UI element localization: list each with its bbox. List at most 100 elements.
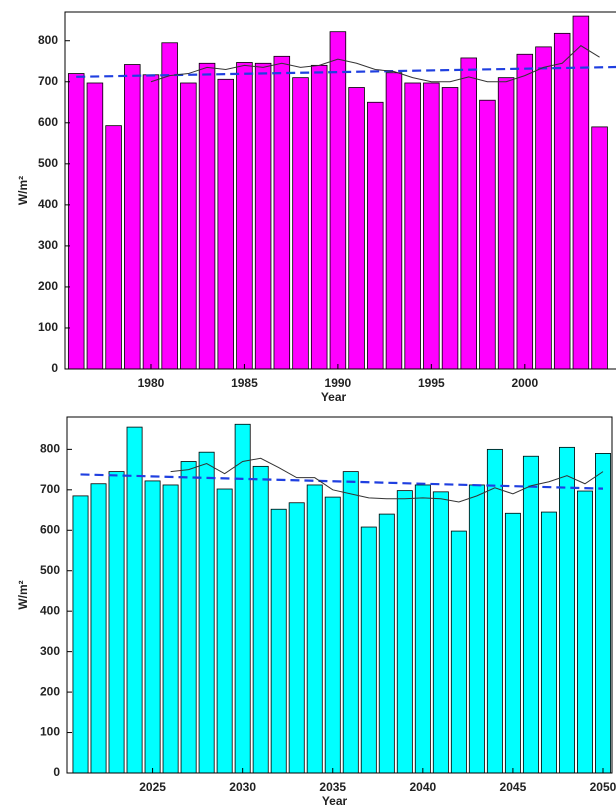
chart: 0 100 200 300 400 500 600 700 800 1980 1985 1990 199…	[16, 11, 616, 404]
bar	[180, 82, 197, 369]
bar	[234, 423, 251, 773]
x-tick-label: 1995	[418, 376, 445, 390]
plot-frame	[64, 11, 616, 370]
bar	[396, 490, 413, 773]
bar	[432, 491, 449, 773]
bar	[306, 484, 323, 773]
y-tick-label: 400	[38, 197, 58, 211]
x-tick-label: 2025	[139, 780, 166, 794]
x-tick-label: 2030	[229, 780, 256, 794]
bar	[105, 125, 122, 369]
y-tick-label: 200	[38, 279, 58, 293]
bar	[67, 73, 85, 369]
y-tick-label: 600	[38, 115, 58, 129]
bar	[252, 465, 269, 773]
y-tick-label: 200	[40, 684, 60, 698]
bar	[516, 53, 534, 369]
bar	[124, 64, 141, 369]
bar	[342, 471, 359, 773]
bar	[577, 490, 593, 773]
bar	[142, 74, 160, 369]
bar	[126, 426, 143, 773]
y-tick-label: 500	[40, 563, 60, 577]
bar	[198, 451, 215, 773]
x-tick-label: 2040	[409, 780, 436, 794]
y-tick-label: 300	[38, 238, 58, 252]
bar	[236, 62, 253, 369]
bar	[423, 82, 440, 369]
bar	[254, 62, 272, 369]
bar	[441, 87, 459, 369]
bar	[486, 448, 503, 773]
trend-line	[76, 65, 616, 78]
y-tick-label: 700	[40, 482, 60, 496]
bar	[273, 55, 291, 369]
bar	[72, 495, 89, 773]
chart: 0 100 200 300 400 500 600 700 800 2025 2030 2035 204…	[16, 416, 616, 805]
bar	[497, 77, 515, 369]
bar	[414, 484, 431, 773]
bar	[385, 72, 403, 369]
bar	[504, 512, 521, 773]
bar	[378, 513, 395, 773]
bar	[591, 126, 608, 369]
plot-area	[72, 423, 611, 773]
bar	[86, 82, 104, 369]
x-tick-label: 2050	[590, 780, 616, 794]
bar	[450, 530, 467, 773]
bar	[367, 101, 384, 369]
bar	[180, 461, 197, 773]
bar	[540, 511, 557, 773]
y-axis-label: W/m²	[16, 176, 30, 205]
bar	[479, 99, 496, 369]
bar	[460, 57, 477, 369]
bar	[162, 484, 179, 773]
y-tick-label: 800	[40, 442, 60, 456]
bar	[324, 496, 341, 773]
x-tick-label: 1985	[231, 376, 258, 390]
bar	[404, 82, 421, 369]
x-tick-label: 1980	[138, 376, 165, 390]
y-tick-label: 500	[38, 156, 58, 170]
x-tick-label: 1990	[325, 376, 352, 390]
bar	[535, 46, 552, 369]
bar	[360, 526, 377, 773]
bar	[310, 64, 328, 369]
bar	[198, 62, 216, 369]
plot-area	[67, 15, 616, 369]
x-tick-label: 2035	[319, 780, 346, 794]
y-tick-label: 600	[40, 522, 60, 536]
bar	[522, 455, 539, 773]
y-tick-label: 100	[38, 320, 58, 334]
y-tick-label: 700	[38, 74, 58, 88]
bar	[329, 31, 347, 369]
bar	[216, 488, 233, 773]
y-tick-label: 300	[40, 644, 60, 658]
bar	[595, 453, 611, 773]
bar	[553, 32, 571, 369]
bar	[144, 480, 161, 773]
trend-line	[80, 473, 604, 490]
bar	[90, 483, 107, 773]
bar	[270, 508, 287, 773]
moving-average-line	[150, 45, 600, 83]
x-tick-label: 2045	[500, 780, 527, 794]
bar	[217, 78, 234, 369]
moving-average-line	[170, 457, 604, 503]
bar	[468, 484, 485, 773]
plot-frame	[66, 416, 613, 774]
y-tick-label: 100	[40, 725, 60, 739]
x-axis-label: Year	[321, 390, 347, 404]
y-tick-label: 800	[38, 33, 58, 47]
bar	[292, 77, 309, 369]
y-tick-label: 0	[51, 361, 58, 375]
y-axis-label: W/m²	[16, 580, 30, 609]
bar	[348, 87, 365, 369]
x-tick-label: 2000	[511, 376, 538, 390]
bar	[108, 471, 125, 773]
y-tick-label: 0	[53, 765, 60, 779]
bar	[572, 15, 590, 369]
bar	[288, 502, 305, 773]
y-tick-label: 400	[40, 603, 60, 617]
